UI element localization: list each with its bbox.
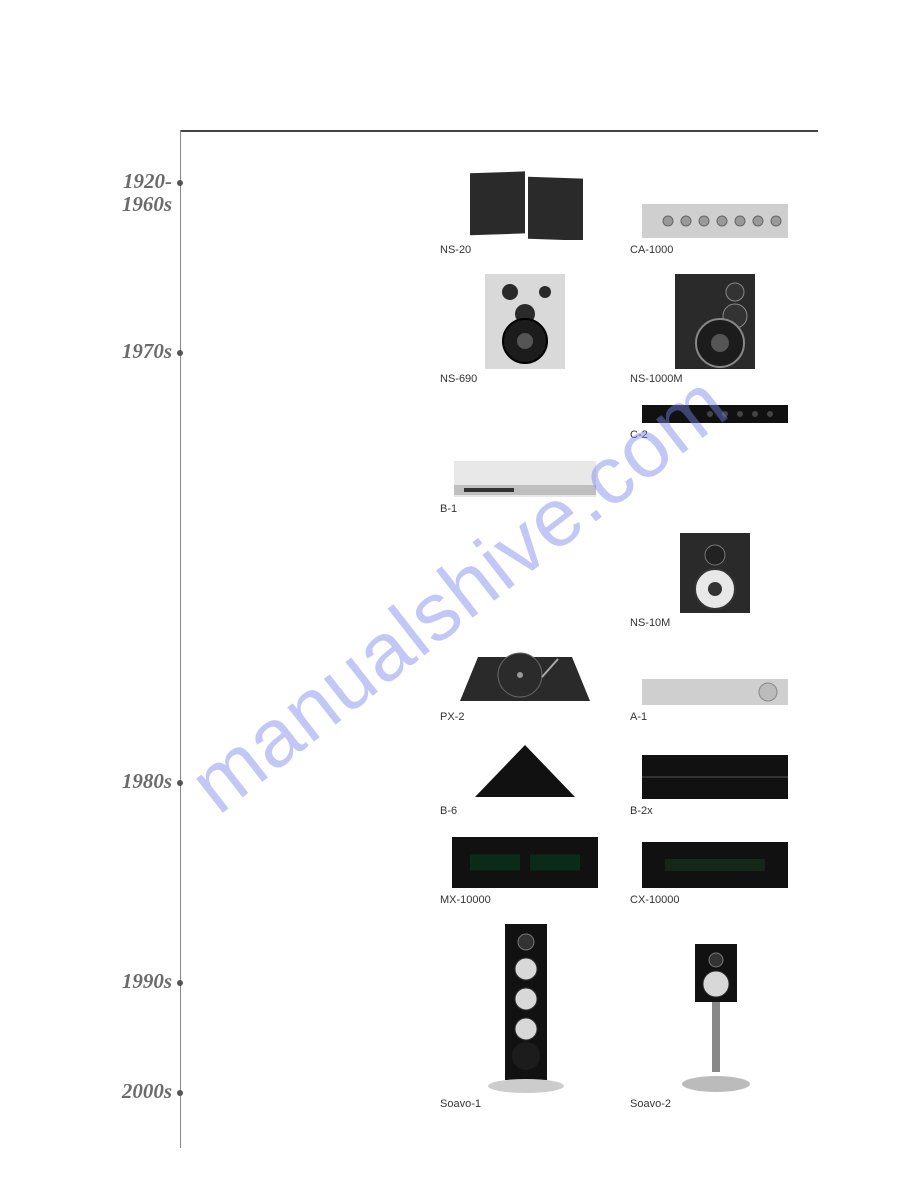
- product-cell: C-2: [630, 403, 800, 441]
- era-label: 1980s: [80, 770, 172, 793]
- era-dot: [177, 180, 183, 186]
- product-caption: CX-10000: [630, 894, 680, 906]
- product-caption: A-1: [630, 711, 647, 723]
- product-caption: MX-10000: [440, 894, 491, 906]
- era-dot: [177, 350, 183, 356]
- amp-silver-icon: [630, 202, 800, 240]
- product-cell: NS-690: [440, 274, 610, 385]
- era-label: 1920-1960s: [80, 170, 172, 216]
- product-caption: NS-20: [440, 244, 471, 256]
- era-label: 2000s: [80, 1080, 172, 1103]
- product-cell: B-2x: [630, 753, 800, 817]
- stand-speaker-icon: [630, 944, 800, 1094]
- era-dot: [177, 980, 183, 986]
- cx-amp-icon: [630, 840, 800, 890]
- product-cell: A-1: [630, 677, 800, 723]
- top-rule: [180, 130, 818, 132]
- speaker-3way-dark-icon: [630, 274, 800, 369]
- product-caption: Soavo-1: [440, 1098, 481, 1110]
- product-caption: NS-10M: [630, 617, 670, 629]
- product-caption: CA-1000: [630, 244, 673, 256]
- product-cell: B-6: [440, 741, 610, 817]
- product-caption: B-2x: [630, 805, 653, 817]
- product-caption: NS-1000M: [630, 373, 683, 385]
- power-amp-icon: [440, 459, 610, 499]
- product-caption: B-6: [440, 805, 457, 817]
- turntable-icon: [440, 647, 610, 707]
- amp-silver-slim-icon: [630, 677, 800, 707]
- product-cell: CA-1000: [630, 202, 800, 256]
- product-cell: B-1: [440, 459, 610, 515]
- product-caption: NS-690: [440, 373, 477, 385]
- product-grid: NS-20 CA-1000 NS-690 NS-1000M C-2 B-1 NS-10M…: [440, 170, 800, 1128]
- era-label: 1990s: [80, 970, 172, 993]
- timeline-line: [180, 130, 181, 1148]
- preamp-black-icon: [630, 403, 800, 425]
- bookshelf-icon: [630, 533, 800, 613]
- product-caption: C-2: [630, 429, 648, 441]
- product-cell: MX-10000: [440, 835, 610, 906]
- product-cell: Soavo-1: [440, 924, 610, 1110]
- product-cell: CX-10000: [630, 840, 800, 906]
- tower-icon: [440, 924, 610, 1094]
- page: 1920-1960s1970s1980s1990s2000s NS-20CA-1…: [100, 130, 818, 1148]
- product-caption: B-1: [440, 503, 457, 515]
- pyramid-icon: [440, 741, 610, 801]
- product-cell: NS-1000M: [630, 274, 800, 385]
- era-dot: [177, 1090, 183, 1096]
- era-dot: [177, 780, 183, 786]
- product-cell: NS-10M: [630, 533, 800, 629]
- product-cell: Soavo-2: [630, 944, 800, 1110]
- speaker-3way-icon: [440, 274, 610, 369]
- product-caption: PX-2: [440, 711, 464, 723]
- product-caption: Soavo-2: [630, 1098, 671, 1110]
- speaker-pair-icon: [440, 170, 610, 240]
- power-amp-black-icon: [630, 753, 800, 801]
- mx-amp-icon: [440, 835, 610, 890]
- era-label: 1970s: [80, 340, 172, 363]
- product-cell: NS-20: [440, 170, 610, 256]
- product-cell: PX-2: [440, 647, 610, 723]
